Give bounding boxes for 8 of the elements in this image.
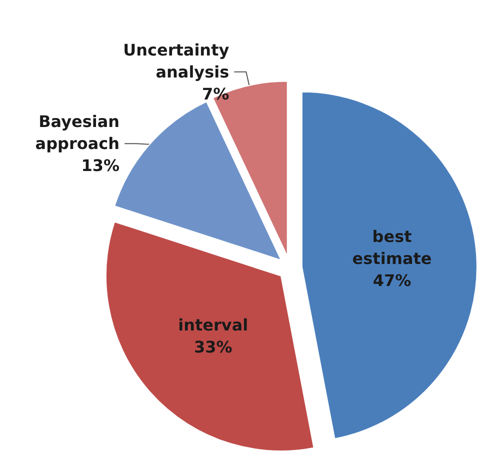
data-label: 13% [81, 156, 120, 176]
slice-label: Uncertainty analysis [123, 40, 230, 82]
data-label: 47% [372, 270, 412, 290]
slice-label: best estimate [352, 226, 432, 268]
slice-label: interval [178, 315, 248, 334]
data-label: 7% [202, 84, 230, 104]
data-label: 33% [194, 337, 232, 356]
slice-label: Bayesian approach [35, 112, 120, 154]
